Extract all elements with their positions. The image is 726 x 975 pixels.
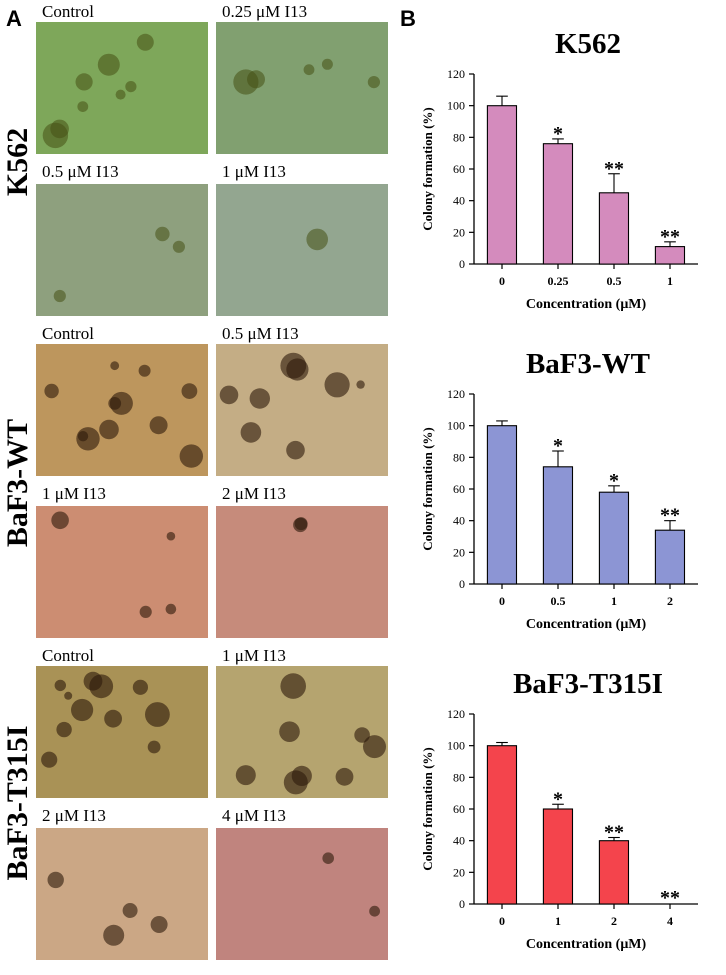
bar bbox=[654, 529, 686, 585]
micrograph-t315i-3 bbox=[216, 828, 388, 960]
y-tick-label: 120 bbox=[447, 67, 465, 81]
chart-title: BaF3-WT bbox=[526, 348, 650, 380]
bar-chart-0: K562 0 20 40 60 80 100 120 Colony formation (%) 0… bbox=[408, 18, 718, 323]
bar bbox=[654, 246, 686, 265]
bar bbox=[598, 840, 630, 905]
image-caption-wt-0: Control bbox=[42, 324, 94, 343]
chart-title: BaF3-T315I bbox=[513, 668, 663, 700]
x-tick-label: 2 bbox=[667, 594, 673, 608]
significance-marker: * bbox=[553, 123, 563, 145]
y-tick-label: 60 bbox=[453, 482, 465, 496]
x-axis-label: Concentration (μM) bbox=[526, 937, 647, 952]
micrograph-k562-2 bbox=[36, 184, 208, 316]
y-tick-label: 60 bbox=[453, 802, 465, 816]
panel-letter-b: B bbox=[400, 6, 416, 31]
bar-chart-1: BaF3-WT 0 20 40 60 80 100 120 Colony formation (… bbox=[408, 338, 718, 643]
significance-marker: * bbox=[609, 470, 619, 492]
bar bbox=[542, 466, 574, 585]
bar bbox=[486, 745, 518, 905]
micrograph-t315i-2 bbox=[36, 828, 208, 960]
bar bbox=[542, 143, 574, 265]
bar bbox=[542, 808, 574, 905]
x-tick-label: 0 bbox=[499, 594, 505, 608]
x-tick-label: 0.5 bbox=[607, 274, 622, 288]
x-tick-label: 1 bbox=[555, 914, 561, 928]
x-axis-label: Concentration (μM) bbox=[526, 617, 647, 632]
y-tick-label: 0 bbox=[459, 897, 465, 911]
x-tick-label: 0.25 bbox=[548, 274, 569, 288]
y-tick-label: 60 bbox=[453, 162, 465, 176]
bar-chart-2: BaF3-T315I 0 20 40 60 80 100 120 Colony formatio… bbox=[408, 658, 718, 963]
micrograph-t315i-1 bbox=[216, 666, 388, 798]
y-tick-label: 0 bbox=[459, 257, 465, 271]
chart-title: K562 bbox=[555, 28, 621, 60]
image-caption-wt-3: 2 μM I13 bbox=[222, 484, 286, 503]
micrograph-k562-3 bbox=[216, 184, 388, 316]
y-tick-label: 120 bbox=[447, 387, 465, 401]
significance-marker: ** bbox=[660, 505, 680, 527]
bar bbox=[486, 105, 518, 265]
y-tick-label: 40 bbox=[453, 194, 465, 208]
bar bbox=[598, 491, 630, 585]
cell-line-label-k562: K562 bbox=[1, 127, 34, 197]
x-tick-label: 1 bbox=[667, 274, 673, 288]
significance-marker: ** bbox=[660, 887, 680, 909]
y-tick-label: 100 bbox=[447, 739, 465, 753]
x-tick-label: 0 bbox=[499, 914, 505, 928]
micrograph-wt-0 bbox=[36, 344, 208, 476]
y-tick-label: 80 bbox=[453, 130, 465, 144]
y-tick-label: 0 bbox=[459, 577, 465, 591]
y-tick-label: 80 bbox=[453, 450, 465, 464]
y-tick-label: 20 bbox=[453, 545, 465, 559]
micrograph-t315i-0 bbox=[36, 666, 208, 798]
micrograph-k562-0 bbox=[36, 22, 208, 154]
image-caption-t315i-0: Control bbox=[42, 646, 94, 665]
micrograph-wt-1 bbox=[216, 344, 388, 476]
bar bbox=[486, 425, 518, 585]
significance-marker: * bbox=[553, 435, 563, 457]
x-tick-label: 0 bbox=[499, 274, 505, 288]
x-tick-label: 2 bbox=[611, 914, 617, 928]
y-tick-label: 100 bbox=[447, 99, 465, 113]
image-caption-wt-2: 1 μM I13 bbox=[42, 484, 106, 503]
x-tick-label: 1 bbox=[611, 594, 617, 608]
image-caption-t315i-2: 2 μM I13 bbox=[42, 806, 106, 825]
micrograph-k562-1 bbox=[216, 22, 388, 154]
bar bbox=[598, 192, 630, 265]
micrograph-wt-3 bbox=[216, 506, 388, 638]
y-tick-label: 120 bbox=[447, 707, 465, 721]
x-axis-label: Concentration (μM) bbox=[526, 297, 647, 312]
y-tick-label: 80 bbox=[453, 770, 465, 784]
chart-svg-0: K562 0 20 40 60 80 100 120 Colony formation (%) 0… bbox=[420, 28, 698, 312]
y-tick-label: 40 bbox=[453, 514, 465, 528]
y-tick-label: 20 bbox=[453, 865, 465, 879]
image-caption-k562-1: 0.25 μM I13 bbox=[222, 2, 308, 21]
micrograph-wt-2 bbox=[36, 506, 208, 638]
image-caption-wt-1: 0.5 μM I13 bbox=[222, 324, 299, 343]
image-caption-k562-2: 0.5 μM I13 bbox=[42, 162, 119, 181]
y-tick-label: 40 bbox=[453, 834, 465, 848]
y-tick-label: 100 bbox=[447, 419, 465, 433]
image-caption-t315i-3: 4 μM I13 bbox=[222, 806, 286, 825]
image-caption-t315i-1: 1 μM I13 bbox=[222, 646, 286, 665]
x-tick-label: 0.5 bbox=[551, 594, 566, 608]
cell-line-label-baf3-t315i: BaF3-T315I bbox=[1, 725, 34, 881]
y-tick-label: 20 bbox=[453, 225, 465, 239]
image-caption-k562-3: 1 μM I13 bbox=[222, 162, 286, 181]
significance-marker: ** bbox=[604, 158, 624, 180]
y-axis-label: Colony formation (%) bbox=[420, 107, 435, 231]
panel-letter-a: A bbox=[6, 6, 22, 31]
significance-marker: ** bbox=[604, 822, 624, 844]
y-axis-label: Colony formation (%) bbox=[420, 747, 435, 871]
significance-marker: * bbox=[553, 788, 563, 810]
x-tick-label: 4 bbox=[667, 914, 673, 928]
y-axis-label: Colony formation (%) bbox=[420, 427, 435, 551]
cell-line-label-baf3-wt: BaF3-WT bbox=[1, 418, 34, 548]
image-caption-k562-0: Control bbox=[42, 2, 94, 21]
significance-marker: ** bbox=[660, 226, 680, 248]
